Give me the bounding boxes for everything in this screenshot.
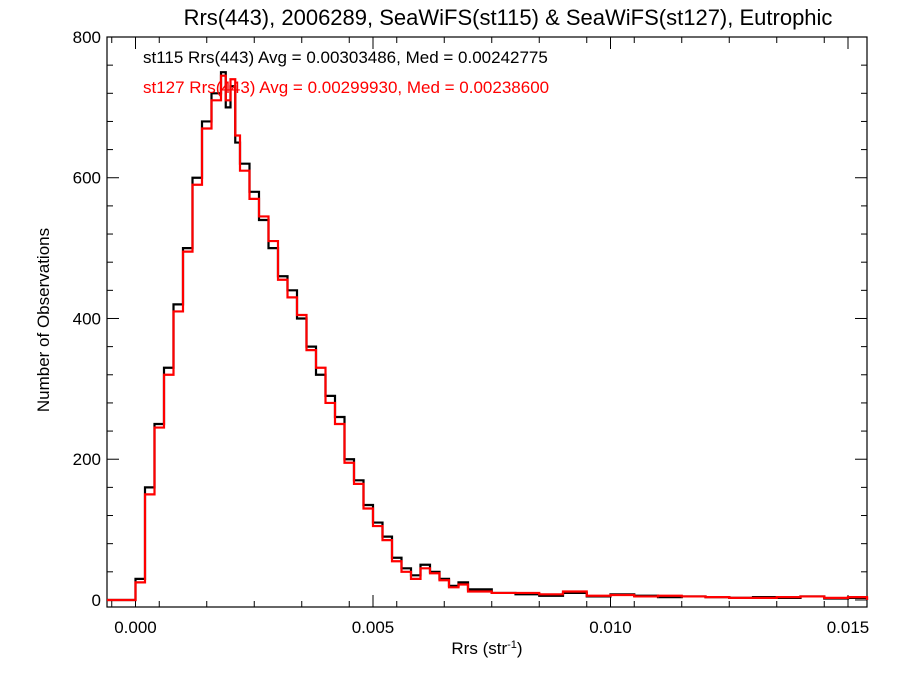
axis-ticks: 0.000 0.005 0.010 0.015 0 200 400 600 800	[73, 28, 870, 637]
x-tick-label: 0.015	[827, 618, 870, 637]
plot-frame	[106, 36, 868, 608]
x-axis-label: Rrs (str-1)	[451, 639, 522, 658]
annotation-st127: st127 Rrs(443) Avg = 0.00299930, Med = 0…	[143, 78, 549, 97]
chart-title: Rrs(443), 2006289, SeaWiFS(st115) & SeaW…	[184, 5, 833, 30]
x-axis-label-close: )	[517, 639, 523, 658]
y-tick-label: 600	[73, 169, 101, 188]
y-tick-label: 0	[92, 591, 101, 610]
x-axis-label-main: Rrs (str	[451, 639, 507, 658]
x-axis-label-superscript: -1	[507, 639, 517, 651]
y-tick-label: 200	[73, 450, 101, 469]
series-st127-line	[107, 74, 869, 602]
x-tick-label: 0.005	[352, 618, 395, 637]
annotation-st115: st115 Rrs(443) Avg = 0.00303486, Med = 0…	[143, 48, 548, 67]
y-tick-label: 800	[73, 28, 101, 47]
y-axis-label: Number of Observations	[34, 228, 53, 412]
series-st115-line	[107, 71, 869, 602]
y-tick-label: 400	[73, 309, 101, 328]
x-tick-label: 0.000	[114, 618, 157, 637]
x-tick-label: 0.010	[589, 618, 632, 637]
series-layer	[107, 71, 869, 602]
